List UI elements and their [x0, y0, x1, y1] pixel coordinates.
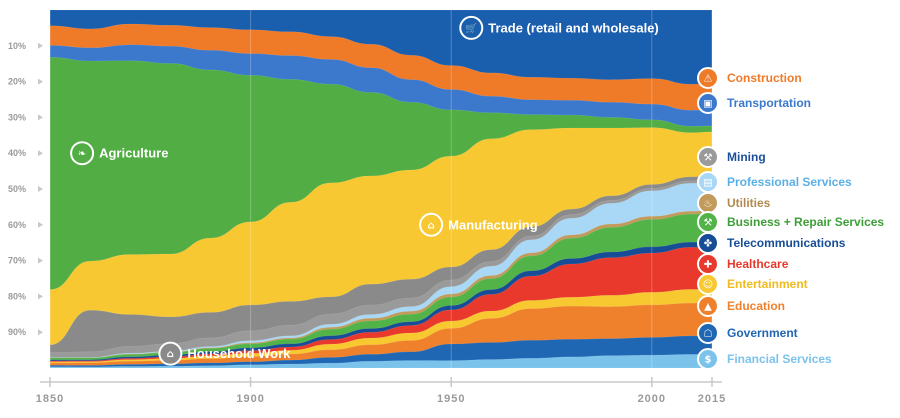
cart-icon: [459, 15, 484, 40]
inline-label-manufacturing: ⌂ Manufacturing: [419, 212, 538, 237]
y-tick-label: 60%: [8, 220, 26, 230]
y-tick-marker: [38, 221, 43, 228]
y-tick-marker: [38, 257, 43, 264]
truck-icon-glyph: ▣: [703, 99, 712, 110]
series-label: Agriculture: [99, 146, 168, 161]
legend-entertainment: ☺ Entertainment: [697, 273, 808, 295]
faucet-icon-glyph: ♨: [704, 199, 713, 210]
series-label: Telecommunications: [727, 236, 846, 250]
y-tick-marker: [38, 329, 43, 336]
factory-icon-glyph: ⌂: [428, 220, 435, 231]
legend-construction: ⚠ Construction: [697, 67, 802, 89]
y-tick-label: 30%: [8, 112, 26, 122]
legend-healthcare: ✚ Healthcare: [697, 253, 789, 275]
bank-note-icon-glyph: $: [705, 355, 712, 366]
x-tick-label: 2015: [698, 393, 726, 405]
house-icon-glyph: ⌂: [167, 349, 174, 360]
y-tick-label: 90%: [8, 327, 26, 337]
legend-transportation: ▣ Transportation: [697, 92, 811, 114]
truck-icon: [697, 92, 719, 114]
y-tick-label: 50%: [8, 184, 26, 194]
y-tick-marker: [38, 42, 43, 49]
y-tick-label: 70%: [8, 256, 26, 266]
series-label: Healthcare: [727, 257, 789, 271]
legend-financial-services: $ Financial Services: [697, 348, 832, 370]
series-label: Household Work: [187, 346, 291, 361]
legend-mining: ⚒ Mining: [697, 146, 766, 168]
series-label: Construction: [727, 71, 802, 85]
pickaxe-icon-glyph: ⚒: [704, 153, 713, 164]
area-layers: [49, 9, 713, 369]
x-tick-label: 1950: [437, 393, 465, 405]
briefcase-icon-glyph: ▤: [703, 178, 712, 189]
legend-professional-services: ▤ Professional Services: [697, 171, 852, 193]
graduation-cap-icon-glyph: ▲: [704, 302, 712, 313]
entertainment-icon: [697, 273, 719, 295]
y-tick-marker: [38, 78, 43, 85]
crane-icon-glyph: ⚠: [704, 74, 713, 85]
health-cross-icon-glyph: ✚: [704, 260, 712, 271]
y-tick-label: 80%: [8, 291, 26, 301]
series-label: Entertainment: [727, 277, 808, 291]
crane-icon: [697, 67, 719, 89]
legend-utilities: ♨ Utilities: [697, 192, 771, 214]
inline-label-household-work: ⌂ Household Work: [158, 341, 291, 366]
legend-telecommunications: ✤ Telecommunications: [697, 232, 846, 254]
cart-icon-glyph: 🛒: [465, 21, 477, 34]
series-label: Utilities: [727, 196, 771, 210]
x-tick-label: 2000: [638, 393, 666, 405]
x-tick-label: 1850: [36, 393, 64, 405]
x-tick-label: 1900: [236, 393, 264, 405]
satellite-icon-glyph: ✤: [704, 239, 712, 250]
y-tick-marker: [38, 186, 43, 192]
entertainment-icon-glyph: ☺: [703, 280, 713, 291]
legend-government: ☖ Government: [697, 322, 798, 344]
series-label: Manufacturing: [448, 217, 538, 232]
series-label: Professional Services: [727, 175, 852, 189]
series-label: Government: [727, 326, 798, 340]
y-tick-marker: [38, 293, 43, 300]
repair-tools-icon-glyph: ⚒: [704, 218, 713, 229]
inline-label-trade-retail-and-wholesale: 🛒 Trade (retail and wholesale): [459, 15, 659, 40]
inline-label-agriculture: ❧ Agriculture: [70, 141, 168, 166]
pickaxe-icon: [697, 146, 719, 168]
series-label: Transportation: [727, 96, 811, 110]
factory-icon: [419, 212, 444, 237]
y-tick-marker: [38, 114, 43, 121]
bank-note-icon: [697, 348, 719, 370]
y-tick-label: 40%: [8, 148, 26, 158]
wheat-icon: [70, 141, 95, 166]
legend-education: ▲ Education: [697, 295, 785, 317]
y-tick-marker: [38, 150, 43, 157]
government-building-icon-glyph: ☖: [704, 329, 713, 340]
series-label: Education: [727, 299, 785, 313]
series-label: Financial Services: [727, 352, 832, 366]
y-tick-label: 10%: [8, 41, 26, 51]
area-financial-services: [49, 353, 713, 369]
house-icon: [158, 341, 183, 366]
series-label: Business + Repair Services: [727, 215, 884, 229]
y-tick-label: 20%: [8, 77, 26, 87]
wheat-icon-glyph: ❧: [78, 149, 86, 160]
series-label: Trade (retail and wholesale): [488, 20, 658, 35]
graduation-cap-icon: [697, 295, 719, 317]
series-label: Mining: [727, 150, 766, 164]
legend-business-repair-services: ⚒ Business + Repair Services: [697, 211, 884, 233]
government-building-icon: [697, 322, 719, 344]
